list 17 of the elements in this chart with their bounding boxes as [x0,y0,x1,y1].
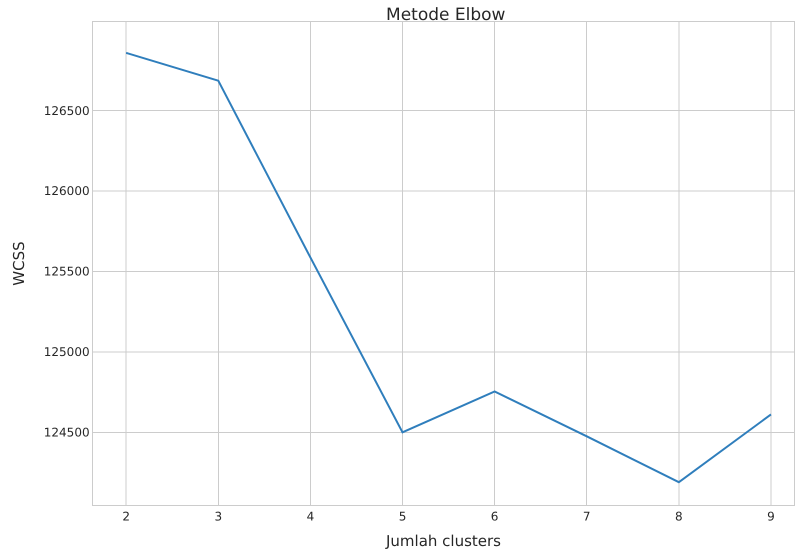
x-tick-label: 3 [214,509,222,524]
x-tick-label: 7 [582,509,591,524]
chart-title: Metode Elbow [386,5,506,26]
x-tick-label: 6 [490,509,498,524]
x-tick-label: 2 [122,509,130,524]
x-tick-label: 4 [306,509,314,524]
y-axis-title: WCSS [10,241,28,286]
y-tick-label: 124500 [44,426,90,440]
y-tick-label: 125000 [44,345,90,360]
x-axis-title: Jumlah clusters [384,532,502,550]
y-tick-label: 126500 [44,104,90,118]
x-tick-label: 8 [675,509,683,524]
y-tick-label: 125500 [44,264,90,279]
line-series [125,52,772,484]
x-tick-label: 9 [767,509,775,524]
y-tick-label: 126000 [44,184,90,198]
x-tick-label: 5 [398,509,406,524]
